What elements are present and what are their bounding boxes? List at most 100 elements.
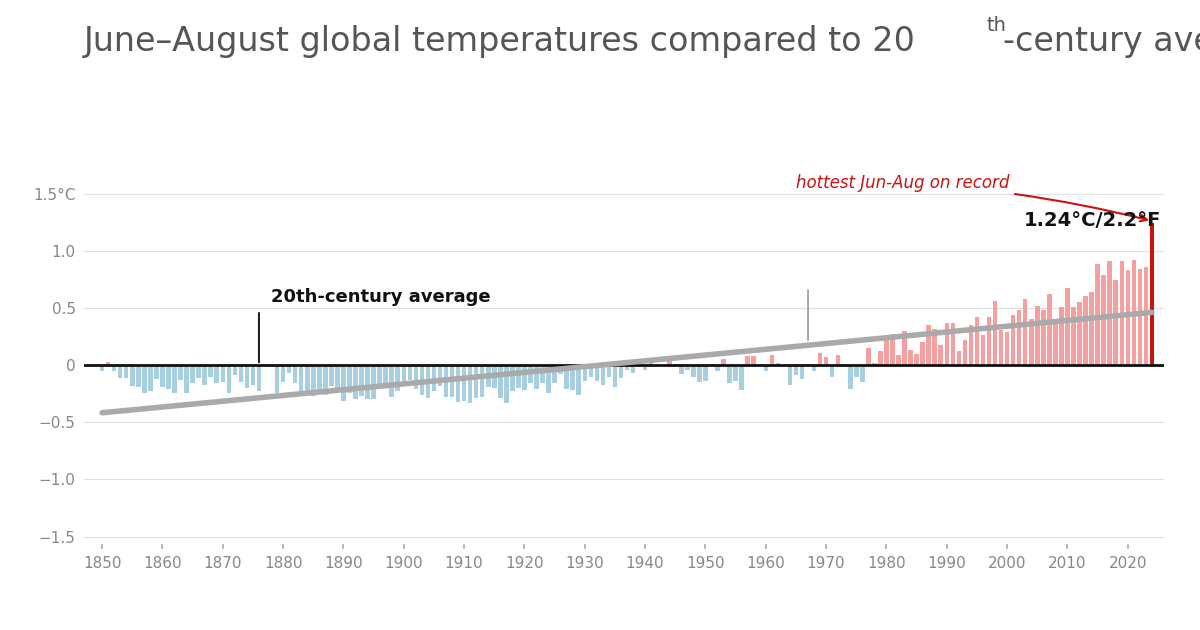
Bar (739, 365, 744, 390)
Bar (516, 365, 521, 388)
Bar (564, 365, 569, 389)
Bar (1078, 302, 1081, 365)
Bar (890, 335, 895, 365)
Bar (124, 365, 128, 378)
Bar (763, 365, 768, 371)
Bar (408, 365, 412, 380)
Bar (269, 365, 274, 367)
Bar (384, 365, 388, 386)
Bar (185, 365, 188, 392)
Bar (582, 365, 587, 381)
Bar (546, 365, 551, 392)
Bar (631, 365, 635, 373)
Bar (842, 365, 846, 367)
Bar (1120, 261, 1124, 365)
Bar (667, 357, 672, 365)
Bar (607, 365, 611, 377)
Bar (884, 340, 889, 365)
Bar (245, 365, 250, 388)
Bar (998, 329, 1003, 365)
Bar (456, 365, 461, 402)
Bar (625, 365, 629, 370)
Bar (1030, 319, 1033, 365)
Bar (655, 364, 660, 365)
Bar (299, 365, 304, 391)
Bar (552, 365, 557, 384)
Bar (179, 365, 182, 380)
Bar (142, 365, 146, 392)
Bar (239, 365, 244, 382)
Bar (233, 365, 238, 375)
Bar (1072, 307, 1075, 365)
Bar (902, 331, 907, 365)
Bar (371, 365, 376, 399)
Text: 20th-century average: 20th-century average (271, 288, 491, 306)
Bar (287, 365, 292, 373)
Bar (558, 365, 563, 374)
Bar (974, 317, 979, 365)
Bar (824, 357, 828, 365)
Bar (1150, 223, 1154, 365)
Bar (528, 365, 533, 384)
Bar (257, 365, 262, 391)
Bar (1132, 260, 1136, 365)
Bar (462, 365, 467, 401)
Bar (775, 363, 780, 365)
Bar (365, 365, 370, 399)
Bar (643, 365, 647, 370)
Bar (474, 365, 479, 398)
Bar (281, 365, 286, 382)
Bar (721, 359, 726, 365)
Bar (510, 365, 515, 391)
Bar (130, 365, 134, 386)
Text: -century average: -century average (1003, 25, 1200, 58)
Bar (932, 328, 937, 365)
Bar (486, 365, 491, 387)
Bar (450, 365, 455, 397)
Bar (727, 365, 732, 384)
Bar (215, 365, 218, 384)
Bar (926, 325, 931, 365)
Bar (359, 365, 364, 396)
Bar (1022, 299, 1027, 365)
Bar (992, 301, 997, 365)
Bar (673, 364, 678, 365)
Bar (866, 348, 871, 365)
Bar (968, 325, 973, 365)
Bar (1108, 261, 1112, 365)
Bar (118, 365, 122, 378)
Bar (733, 365, 738, 381)
Bar (914, 353, 919, 365)
Bar (1054, 322, 1057, 365)
Bar (769, 355, 774, 365)
Bar (112, 365, 116, 371)
Bar (209, 365, 212, 377)
Bar (251, 365, 256, 384)
Bar (962, 340, 967, 365)
Bar (588, 365, 593, 377)
Bar (100, 365, 104, 371)
Bar (426, 365, 430, 398)
Bar (1042, 310, 1045, 365)
Bar (173, 365, 176, 392)
Bar (848, 365, 852, 389)
Bar (317, 365, 322, 390)
Bar (534, 365, 539, 389)
Bar (920, 342, 925, 365)
Bar (576, 365, 581, 395)
Bar (787, 365, 792, 384)
Bar (1102, 275, 1106, 365)
Bar (649, 360, 654, 365)
Bar (818, 353, 822, 365)
Bar (341, 365, 346, 401)
Bar (293, 365, 298, 384)
Bar (323, 365, 328, 395)
Text: 1.24°C/2.2°F: 1.24°C/2.2°F (1024, 210, 1160, 230)
Bar (390, 365, 394, 397)
Text: June–August global temperatures compared to 20: June–August global temperatures compared… (84, 25, 916, 58)
Bar (601, 365, 605, 384)
Bar (227, 365, 232, 392)
Bar (661, 365, 666, 367)
Bar (540, 365, 545, 384)
Bar (1114, 280, 1118, 365)
